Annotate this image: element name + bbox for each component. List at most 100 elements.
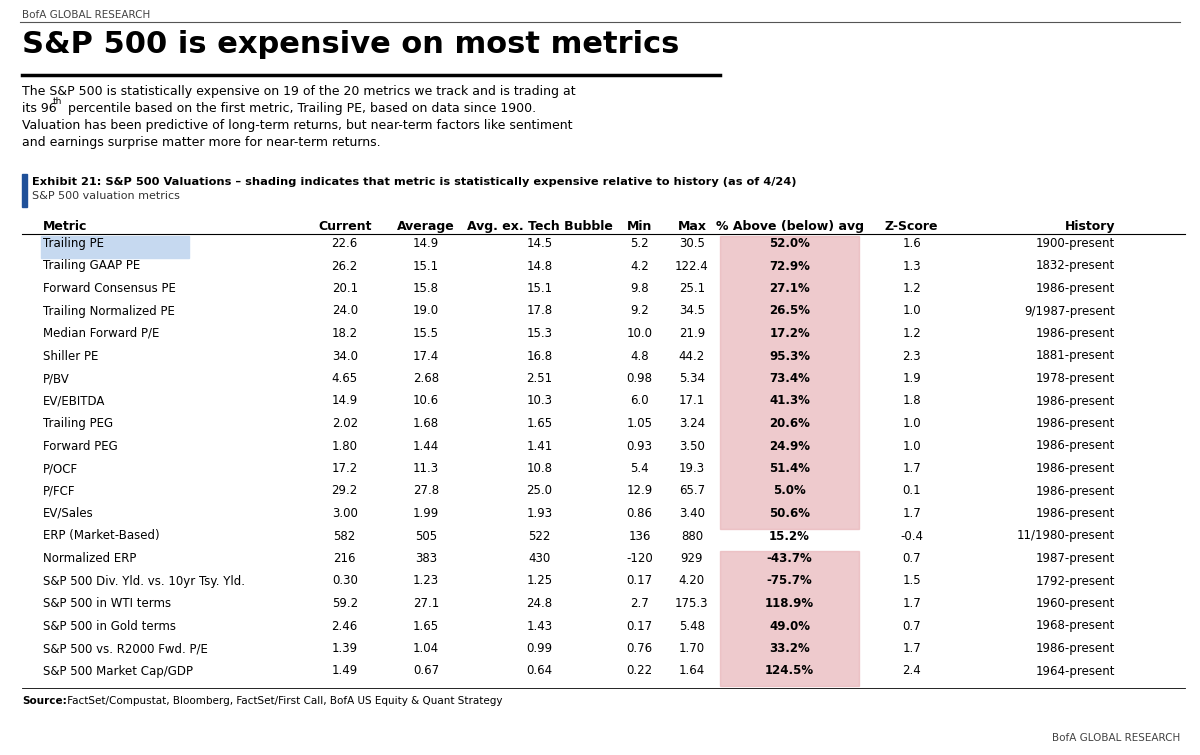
Text: 522: 522 [528, 529, 551, 543]
Text: 6.0: 6.0 [630, 395, 649, 408]
Text: 10.3: 10.3 [527, 395, 552, 408]
Text: 0.67: 0.67 [413, 664, 439, 677]
Text: 14.9: 14.9 [331, 395, 358, 408]
Text: 1.0: 1.0 [902, 304, 922, 318]
Text: th: th [53, 97, 62, 106]
Text: 5.2: 5.2 [630, 237, 649, 250]
Text: 12.9: 12.9 [626, 485, 653, 498]
Text: 0.17: 0.17 [626, 575, 653, 587]
Text: 1986-present: 1986-present [1036, 507, 1115, 520]
Text: S&P 500 is expensive on most metrics: S&P 500 is expensive on most metrics [22, 30, 679, 59]
Text: 1986-present: 1986-present [1036, 439, 1115, 452]
Text: 1986-present: 1986-present [1036, 395, 1115, 408]
Text: 24.8: 24.8 [527, 597, 552, 610]
Text: 52.0%: 52.0% [769, 237, 810, 250]
Text: 25.1: 25.1 [679, 282, 704, 295]
Text: BofA GLOBAL RESEARCH: BofA GLOBAL RESEARCH [22, 10, 150, 20]
Text: 4.8: 4.8 [630, 350, 649, 362]
Text: 1.39: 1.39 [331, 642, 358, 655]
Text: 49.0%: 49.0% [769, 620, 810, 633]
Text: 2.46: 2.46 [331, 620, 358, 633]
Text: 20.6%: 20.6% [769, 417, 810, 430]
Bar [22, 174, 28, 207]
Text: 1.65: 1.65 [527, 417, 552, 430]
Text: S&P 500 Market Cap/GDP: S&P 500 Market Cap/GDP [43, 664, 193, 677]
Text: 5.34: 5.34 [679, 372, 704, 385]
Text: 0.7: 0.7 [902, 620, 922, 633]
Text: 44.2: 44.2 [679, 350, 706, 362]
Text: 21.9: 21.9 [679, 327, 706, 340]
Text: 1.7: 1.7 [902, 462, 922, 475]
Text: 16.8: 16.8 [527, 350, 552, 362]
Text: 0.64: 0.64 [527, 664, 552, 677]
Text: 4.20: 4.20 [679, 575, 704, 587]
Text: EV/Sales: EV/Sales [43, 507, 94, 520]
Text: 1.44: 1.44 [413, 439, 439, 452]
Text: 27.8: 27.8 [413, 485, 439, 498]
Text: 1.43: 1.43 [527, 620, 552, 633]
Text: 27.1: 27.1 [413, 597, 439, 610]
Text: P/FCF: P/FCF [43, 485, 76, 498]
Text: 929: 929 [680, 552, 703, 565]
Text: 1.41: 1.41 [527, 439, 553, 452]
Text: 15.8: 15.8 [413, 282, 439, 295]
Text: 0.17: 0.17 [626, 620, 653, 633]
Text: 1792-present: 1792-present [1036, 575, 1115, 587]
Text: 95.3%: 95.3% [769, 350, 810, 362]
Text: -120: -120 [626, 552, 653, 565]
Text: 15.2%: 15.2% [769, 529, 810, 543]
Text: 1.68: 1.68 [413, 417, 439, 430]
Text: 73.4%: 73.4% [769, 372, 810, 385]
Text: 5.4: 5.4 [630, 462, 649, 475]
Text: Z-Score: Z-Score [884, 220, 938, 233]
Text: 1.9: 1.9 [902, 372, 922, 385]
Text: 122.4: 122.4 [676, 260, 709, 273]
Text: -0.4: -0.4 [900, 529, 923, 543]
Text: Max: Max [677, 220, 707, 233]
Text: 10.6: 10.6 [413, 395, 439, 408]
Text: 1.2: 1.2 [902, 327, 922, 340]
Text: 0.76: 0.76 [626, 642, 653, 655]
Text: Average: Average [397, 220, 455, 233]
Text: 1.5: 1.5 [902, 575, 922, 587]
Text: 1987-present: 1987-present [1036, 552, 1115, 565]
Text: 1986-present: 1986-present [1036, 282, 1115, 295]
Text: P/BV: P/BV [43, 372, 70, 385]
Text: 14.8: 14.8 [527, 260, 552, 273]
Text: Forward Consensus PE: Forward Consensus PE [43, 282, 176, 295]
Text: 582: 582 [334, 529, 356, 543]
Text: 15.5: 15.5 [413, 327, 439, 340]
Text: 20.1: 20.1 [331, 282, 358, 295]
Text: Source:: Source: [22, 696, 67, 706]
Text: 3.00: 3.00 [331, 507, 358, 520]
Text: and earnings surprise matter more for near-term returns.: and earnings surprise matter more for ne… [22, 136, 380, 149]
Text: 2.7: 2.7 [630, 597, 649, 610]
Text: 2.4: 2.4 [902, 664, 922, 677]
Text: 1.93: 1.93 [527, 507, 552, 520]
Text: S&P 500 Div. Yld. vs. 10yr Tsy. Yld.: S&P 500 Div. Yld. vs. 10yr Tsy. Yld. [43, 575, 245, 587]
Text: 1.2: 1.2 [902, 282, 922, 295]
Text: Trailing Normalized PE: Trailing Normalized PE [43, 304, 175, 318]
Text: 0.99: 0.99 [527, 642, 552, 655]
Text: S&P 500 in WTI terms: S&P 500 in WTI terms [43, 597, 172, 610]
Text: 383: 383 [415, 552, 437, 565]
Bar [720, 236, 859, 528]
Text: EV/EBITDA: EV/EBITDA [43, 395, 106, 408]
Text: P/OCF: P/OCF [43, 462, 78, 475]
Text: 11/1980-present: 11/1980-present [1016, 529, 1115, 543]
Text: 1986-present: 1986-present [1036, 642, 1115, 655]
Text: percentile based on the first metric, Trailing PE, based on data since 1900.: percentile based on the first metric, Tr… [64, 102, 535, 115]
Text: 1881-present: 1881-present [1036, 350, 1115, 362]
Text: BofA GLOBAL RESEARCH: BofA GLOBAL RESEARCH [1051, 733, 1180, 743]
Text: 124.5%: 124.5% [766, 664, 814, 677]
Text: 1986-present: 1986-present [1036, 462, 1115, 475]
Text: 11.3: 11.3 [413, 462, 439, 475]
Text: 136: 136 [629, 529, 650, 543]
Text: S&P 500 in Gold terms: S&P 500 in Gold terms [43, 620, 176, 633]
Text: Median Forward P/E: Median Forward P/E [43, 327, 160, 340]
Text: 19.3: 19.3 [679, 462, 704, 475]
Text: 19.0: 19.0 [413, 304, 439, 318]
Text: 1.7: 1.7 [902, 642, 922, 655]
Text: 175.3: 175.3 [676, 597, 709, 610]
Text: 34.5: 34.5 [679, 304, 704, 318]
